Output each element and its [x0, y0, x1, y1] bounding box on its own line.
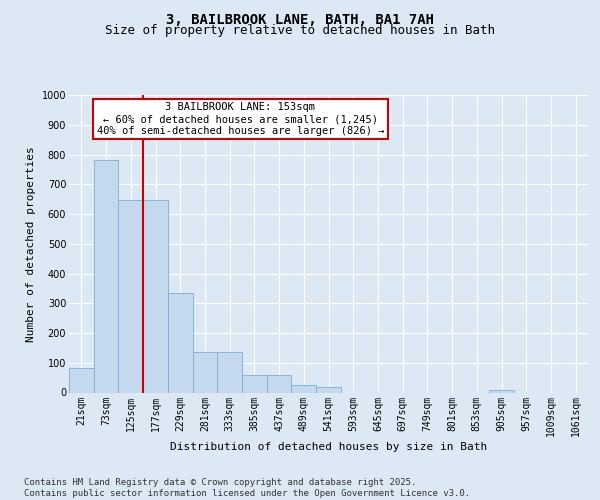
Text: Contains HM Land Registry data © Crown copyright and database right 2025.
Contai: Contains HM Land Registry data © Crown c… — [24, 478, 470, 498]
Bar — [193, 352, 217, 393]
Text: 3, BAILBROOK LANE, BATH, BA1 7AH: 3, BAILBROOK LANE, BATH, BA1 7AH — [166, 12, 434, 26]
Bar — [118, 200, 143, 392]
Bar — [242, 374, 267, 392]
Text: 3 BAILBROOK LANE: 153sqm
← 60% of detached houses are smaller (1,245)
40% of sem: 3 BAILBROOK LANE: 153sqm ← 60% of detach… — [97, 102, 384, 136]
Bar — [69, 368, 94, 392]
Y-axis label: Number of detached properties: Number of detached properties — [26, 146, 36, 342]
Bar — [217, 352, 242, 393]
Bar — [316, 387, 341, 392]
Text: Size of property relative to detached houses in Bath: Size of property relative to detached ho… — [105, 24, 495, 37]
Bar — [168, 293, 193, 392]
Bar — [143, 200, 168, 392]
Bar — [267, 374, 292, 392]
Bar — [94, 160, 118, 392]
Bar — [489, 390, 514, 392]
Bar — [292, 385, 316, 392]
X-axis label: Distribution of detached houses by size in Bath: Distribution of detached houses by size … — [170, 442, 487, 452]
